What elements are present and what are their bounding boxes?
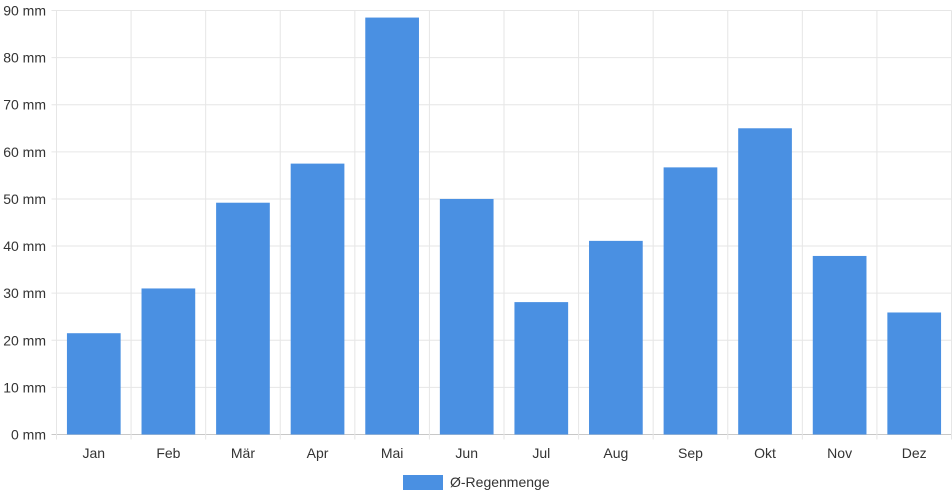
bar-Nov[interactable] <box>812 255 867 435</box>
bar-Apr[interactable] <box>290 163 345 435</box>
bars <box>66 17 942 435</box>
y-tick-label: 30 mm <box>3 285 46 301</box>
y-axis-tick-labels: 0 mm 10 mm 20 mm 30 mm 40 mm 50 mm 60 mm 70 mm 8… <box>3 3 46 443</box>
x-tick-label: Sep <box>678 445 703 461</box>
bar-Jun[interactable] <box>439 198 494 435</box>
x-tick-label: Okt <box>754 445 776 461</box>
y-tick-label: 0 mm <box>11 427 46 443</box>
bar-Sep[interactable] <box>663 167 718 435</box>
y-tick-label: 40 mm <box>3 238 46 254</box>
x-tick-label: Apr <box>307 445 329 461</box>
x-tick-label: Jan <box>83 445 106 461</box>
y-tick-label: 50 mm <box>3 191 46 207</box>
legend-swatch <box>403 475 443 490</box>
bar-Aug[interactable] <box>589 240 643 435</box>
x-tick-label: Dez <box>902 445 927 461</box>
x-tick-label: Mai <box>381 445 404 461</box>
x-tick-label: Jul <box>532 445 550 461</box>
bar-Mär[interactable] <box>216 202 270 435</box>
legend[interactable]: Ø-Regenmenge <box>403 474 550 490</box>
y-tick-label: 80 mm <box>3 50 46 66</box>
y-tick-label: 20 mm <box>3 332 46 348</box>
bar-Dez[interactable] <box>887 312 942 435</box>
x-tick-label: Feb <box>156 445 180 461</box>
bar-Okt[interactable] <box>738 128 792 435</box>
bar-Feb[interactable] <box>141 288 196 435</box>
y-tick-label: 10 mm <box>3 379 46 395</box>
bar-Jan[interactable] <box>66 333 121 435</box>
bar-Mai[interactable] <box>365 17 419 435</box>
legend-label: Ø-Regenmenge <box>450 474 550 490</box>
x-tick-label: Jun <box>455 445 478 461</box>
x-tick-label: Mär <box>231 445 255 461</box>
x-axis-tick-labels: Jan Feb Mär Apr Mai Jun Jul Aug Sep Okt Nov Dez <box>83 445 927 461</box>
y-tick-label: 70 mm <box>3 97 46 113</box>
bar-Jul[interactable] <box>514 302 569 435</box>
x-tick-label: Aug <box>603 445 628 461</box>
y-tick-label: 60 mm <box>3 144 46 160</box>
x-tick-label: Nov <box>827 445 852 461</box>
y-tick-label: 90 mm <box>3 3 46 19</box>
